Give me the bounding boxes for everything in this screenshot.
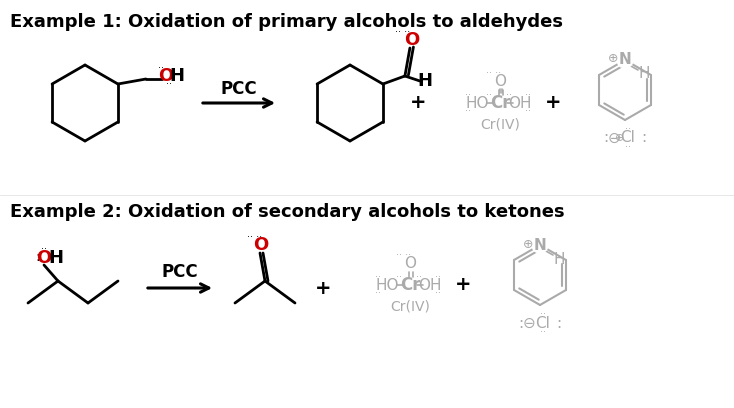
Text: O: O <box>37 249 51 267</box>
Text: N: N <box>619 53 631 67</box>
Text: +: + <box>410 93 426 113</box>
Text: ··: ·· <box>41 244 47 254</box>
Text: ··: ·· <box>166 79 172 89</box>
Text: ··: ·· <box>486 90 492 100</box>
Text: ··: ·· <box>465 90 471 100</box>
Text: Example 1: Oxidation of primary alcohols to aldehydes: Example 1: Oxidation of primary alcohols… <box>10 13 563 31</box>
Text: ··: ·· <box>375 272 381 282</box>
Text: ··: ·· <box>435 288 441 298</box>
Text: H: H <box>553 251 564 266</box>
Text: :: : <box>603 131 608 146</box>
Text: Cr(IV): Cr(IV) <box>390 300 430 314</box>
Text: ··: ·· <box>625 124 631 134</box>
Text: ··: ·· <box>435 272 441 282</box>
Text: :: : <box>36 250 40 264</box>
Text: HO: HO <box>465 95 489 111</box>
Text: H: H <box>639 67 650 82</box>
Text: +: + <box>455 275 471 295</box>
Text: ··: ·· <box>540 327 546 337</box>
Text: O: O <box>404 255 416 271</box>
Text: ··: ·· <box>525 90 531 100</box>
Text: ··: ·· <box>375 288 381 298</box>
Text: ··: ·· <box>525 106 531 116</box>
Text: +: + <box>315 279 331 297</box>
Text: N: N <box>534 237 546 253</box>
Text: Example 2: Oxidation of secondary alcohols to ketones: Example 2: Oxidation of secondary alcoho… <box>10 203 564 221</box>
Text: PCC: PCC <box>161 263 198 281</box>
Text: ··: ·· <box>625 142 631 152</box>
Text: ⊖: ⊖ <box>608 131 620 146</box>
Text: ⊕: ⊕ <box>523 237 533 251</box>
Text: H: H <box>418 72 432 90</box>
Text: ·· ··: ·· ·· <box>396 27 410 37</box>
Text: O: O <box>159 67 173 85</box>
Circle shape <box>532 237 548 253</box>
Text: OH: OH <box>508 95 531 111</box>
Text: :: : <box>642 131 647 146</box>
Text: ··: ·· <box>159 63 167 73</box>
Text: ··: ·· <box>540 309 546 319</box>
Text: Cr: Cr <box>490 94 510 112</box>
Text: Cl: Cl <box>536 315 550 330</box>
Text: PCC: PCC <box>221 80 258 98</box>
Text: H: H <box>170 67 184 85</box>
Text: :: : <box>556 315 562 330</box>
Text: ··: ·· <box>416 272 422 282</box>
Text: ⊖: ⊖ <box>523 315 535 330</box>
Text: H: H <box>48 249 64 267</box>
Text: ··: ·· <box>465 106 471 116</box>
Text: ·· ··: ·· ·· <box>247 232 263 242</box>
Text: ··: ·· <box>506 90 512 100</box>
Text: ··: ·· <box>396 272 402 282</box>
Text: ⊕: ⊕ <box>608 53 618 66</box>
Circle shape <box>617 52 633 68</box>
Text: O: O <box>494 73 506 89</box>
Text: +: + <box>545 93 562 113</box>
Text: HO: HO <box>375 277 399 293</box>
Text: ·· ··: ·· ·· <box>487 68 501 78</box>
Text: O: O <box>253 236 269 254</box>
Text: :: : <box>518 315 523 330</box>
Text: ·· ··: ·· ·· <box>396 250 412 260</box>
Text: ⊕: ⊕ <box>615 133 625 143</box>
Text: Cl: Cl <box>620 131 636 146</box>
Text: OH: OH <box>418 277 442 293</box>
Text: Cr: Cr <box>400 276 421 294</box>
Text: O: O <box>404 31 420 49</box>
Text: Cr(IV): Cr(IV) <box>480 118 520 132</box>
